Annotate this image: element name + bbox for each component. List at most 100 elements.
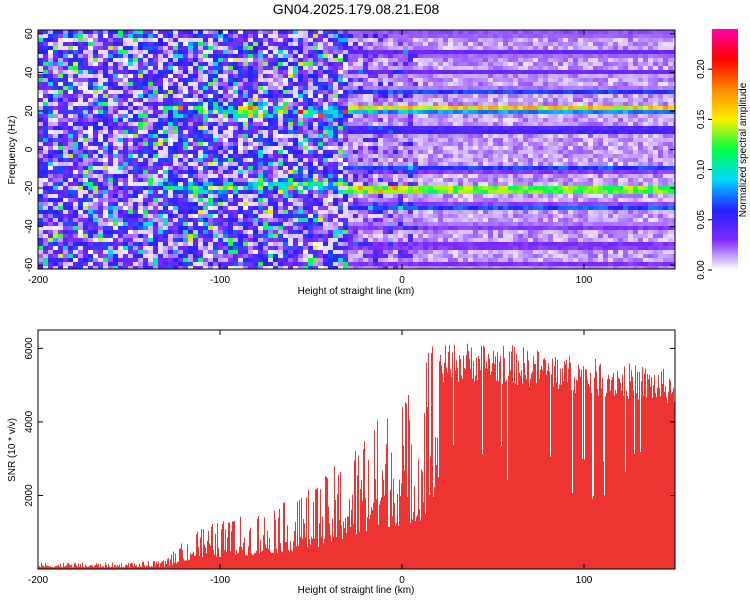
heatmap-cell: [53, 158, 58, 162]
heatmap-cell: [408, 106, 413, 110]
heatmap-cell: [458, 110, 463, 114]
heatmap-cell: [643, 170, 648, 174]
heatmap-cell: [183, 162, 188, 166]
heatmap-cell: [113, 42, 118, 46]
heatmap-cell: [453, 66, 458, 70]
heatmap-cell: [123, 134, 128, 138]
heatmap-cell: [298, 110, 303, 114]
heatmap-cell: [583, 50, 588, 54]
heatmap-cell: [128, 30, 133, 34]
heatmap-cell: [293, 46, 298, 50]
heatmap-cell: [373, 42, 378, 46]
heatmap-cell: [338, 70, 343, 74]
heatmap-cell: [568, 138, 573, 142]
heatmap-cell: [428, 54, 433, 58]
heatmap-cell: [223, 110, 228, 114]
heatmap-cell: [488, 122, 493, 126]
heatmap-cell: [308, 50, 313, 54]
heatmap-cell: [438, 42, 443, 46]
heatmap-cell: [453, 118, 458, 122]
heatmap-cell: [398, 162, 403, 166]
heatmap-cell: [443, 118, 448, 122]
heatmap-cell: [423, 62, 428, 66]
heatmap-cell: [133, 74, 138, 78]
heatmap-cell: [648, 62, 653, 66]
heatmap-cell: [78, 62, 83, 66]
heatmap-cell: [493, 138, 498, 142]
heatmap-cell: [423, 42, 428, 46]
heatmap-cell: [93, 146, 98, 150]
heatmap-cell: [98, 94, 103, 98]
heatmap-cell: [538, 74, 543, 78]
heatmap-cell: [73, 86, 78, 90]
heatmap-cell: [228, 122, 233, 126]
heatmap-cell: [293, 174, 298, 178]
heatmap-cell: [178, 38, 183, 42]
heatmap-cell: [258, 150, 263, 154]
heatmap-cell: [238, 66, 243, 70]
heatmap-cell: [313, 62, 318, 66]
heatmap-cell: [513, 90, 518, 94]
heatmap-cell: [608, 70, 613, 74]
heatmap-cell: [363, 62, 368, 66]
heatmap-cell: [168, 90, 173, 94]
heatmap-cell: [113, 82, 118, 86]
heatmap-cell: [68, 58, 73, 62]
heatmap-cell: [298, 78, 303, 82]
heatmap-cell: [238, 170, 243, 174]
heatmap-cell: [218, 162, 223, 166]
heatmap-cell: [413, 178, 418, 182]
heatmap-cell: [528, 106, 533, 110]
heatmap-cell: [308, 78, 313, 82]
heatmap-cell: [628, 174, 633, 178]
heatmap-cell: [288, 90, 293, 94]
heatmap-cell: [313, 142, 318, 146]
heatmap-cell: [283, 98, 288, 102]
heatmap-cell: [413, 114, 418, 118]
heatmap-cell: [648, 30, 653, 34]
heatmap-cell: [238, 94, 243, 98]
heatmap-cell: [383, 170, 388, 174]
heatmap-cell: [363, 74, 368, 78]
heatmap-cell: [408, 62, 413, 66]
heatmap-cell: [478, 110, 483, 114]
heatmap-cell: [558, 70, 563, 74]
heatmap-cell: [363, 118, 368, 122]
heatmap-cell: [418, 102, 423, 106]
heatmap-cell: [88, 98, 93, 102]
heatmap-cell: [88, 110, 93, 114]
heatmap-cell: [663, 42, 668, 46]
heatmap-cell: [213, 106, 218, 110]
heatmap-cell: [583, 46, 588, 50]
heatmap-cell: [258, 38, 263, 42]
heatmap-cell: [273, 142, 278, 146]
heatmap-cell: [328, 50, 333, 54]
heatmap-cell: [373, 174, 378, 178]
heatmap-cell: [348, 106, 353, 110]
heatmap-cell: [98, 34, 103, 38]
heatmap-cell: [83, 158, 88, 162]
heatmap-cell: [88, 122, 93, 126]
heatmap-cell: [558, 178, 563, 182]
heatmap-cell: [303, 78, 308, 82]
heatmap-cell: [518, 166, 523, 170]
heatmap-cell: [398, 150, 403, 154]
heatmap-cell: [413, 66, 418, 70]
heatmap-cell: [603, 34, 608, 38]
heatmap-cell: [118, 154, 123, 158]
heatmap-cell: [343, 74, 348, 78]
heatmap-cell: [178, 178, 183, 182]
heatmap-cell: [423, 50, 428, 54]
heatmap-cell: [108, 118, 113, 122]
heatmap-cell: [323, 62, 328, 66]
heatmap-cell: [98, 42, 103, 46]
heatmap-cell: [383, 138, 388, 142]
heatmap-cell: [673, 178, 675, 182]
heatmap-cell: [383, 90, 388, 94]
heatmap-cell: [103, 98, 108, 102]
heatmap-cell: [343, 162, 348, 166]
heatmap-cell: [658, 50, 663, 54]
heatmap-cell: [408, 122, 413, 126]
heatmap-cell: [388, 66, 393, 70]
